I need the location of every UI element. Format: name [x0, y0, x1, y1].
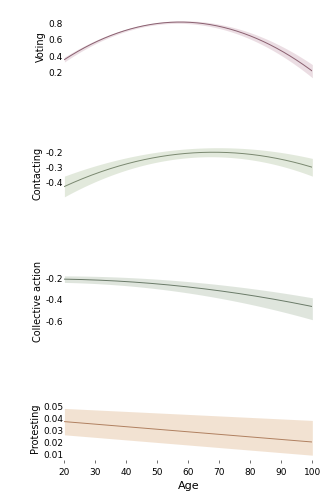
X-axis label: Age: Age	[177, 481, 199, 491]
Y-axis label: Contacting: Contacting	[33, 148, 43, 201]
Y-axis label: Voting: Voting	[36, 32, 46, 62]
Y-axis label: Protesting: Protesting	[30, 404, 40, 453]
Y-axis label: Collective action: Collective action	[33, 260, 43, 342]
